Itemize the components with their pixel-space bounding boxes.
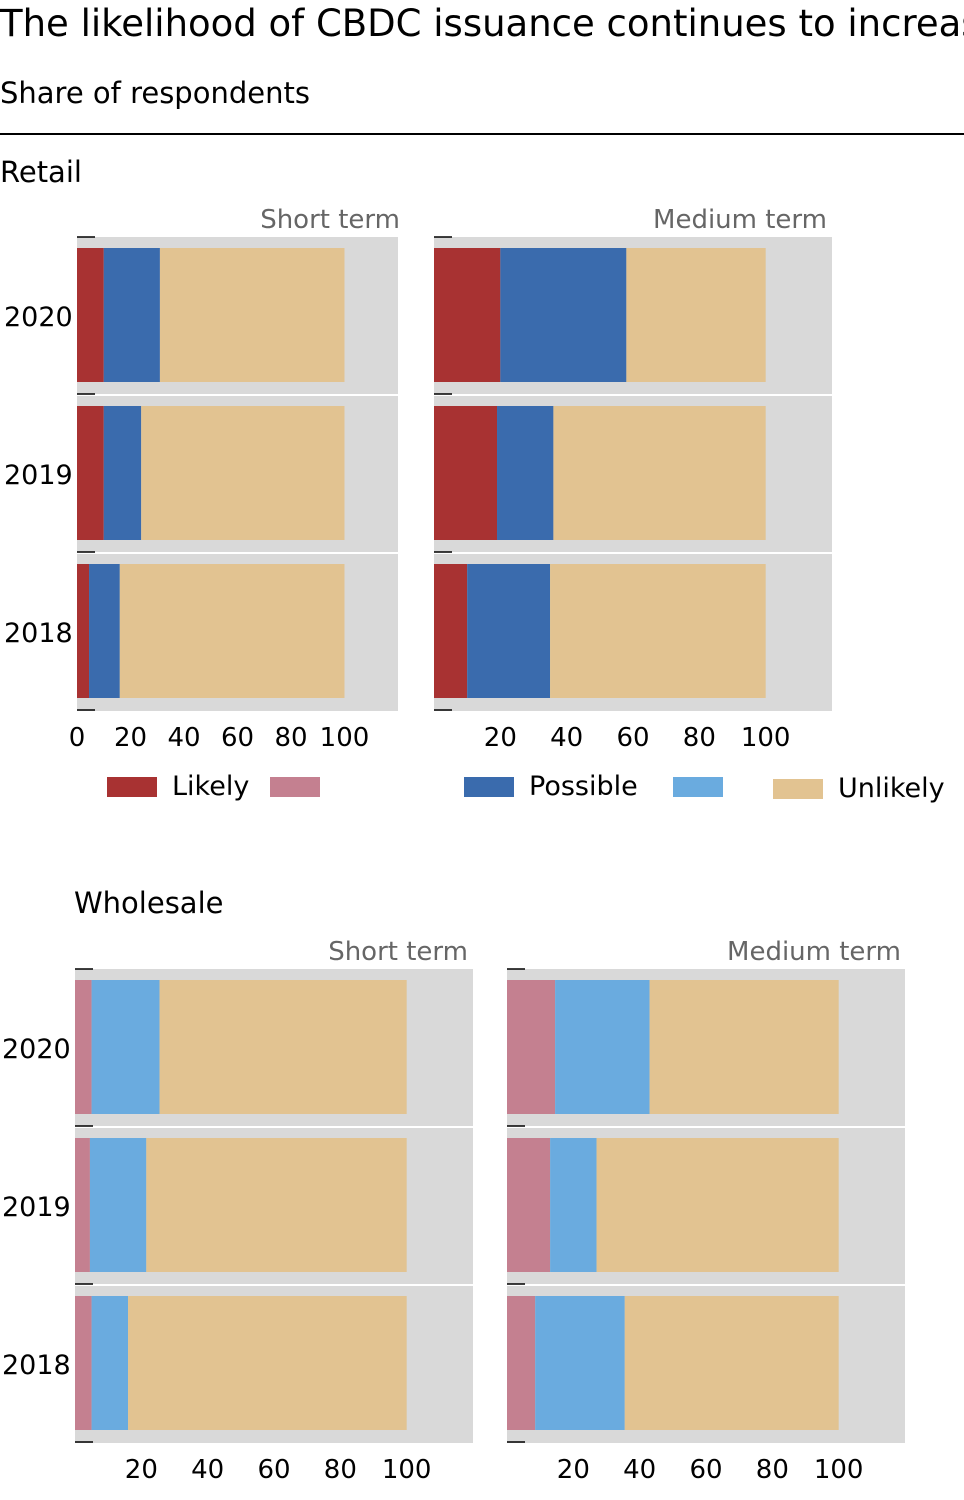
chart-title: The likelihood of CBDC issuance continue… [0,2,964,45]
bar-segment [500,248,627,382]
bar-segment [77,564,90,698]
bar-segment [103,406,142,540]
bar-segment [77,406,104,540]
x-tick-label: 60 [221,723,254,753]
bar-segment [649,980,839,1114]
x-tick-label: 40 [550,723,583,753]
bar-segment [626,248,766,382]
x-tick-label: 80 [324,1455,357,1485]
bar-segment [553,406,766,540]
bar-segment [141,406,345,540]
bar-segment [128,1296,407,1430]
section-label-retail: Retail [0,155,82,189]
y-tick-label: 2020 [2,1034,71,1065]
x-tick-label: 40 [167,723,200,753]
bar-segment [434,248,501,382]
bar-segment [596,1138,839,1272]
x-tick-label: 100 [741,723,791,753]
bar-segment [75,1138,90,1272]
bar-segment [507,980,556,1114]
bar-segment [103,248,160,382]
x-tick-label: 80 [683,723,716,753]
x-tick-label: 20 [557,1455,590,1485]
x-tick-label: 0 [69,723,86,753]
x-tick-label: 60 [257,1455,290,1485]
bar-segment [89,1138,147,1272]
panel-title: Short term [260,205,400,235]
legend-swatch-wholesale-possible [673,777,723,797]
legend-swatch-likely [107,777,157,797]
bar-segment [624,1296,839,1430]
bar-segment [91,1296,129,1430]
legend-swatch-possible [464,777,514,797]
bar-segment [119,564,345,698]
x-tick-label: 60 [616,723,649,753]
bar-segment [434,406,498,540]
bar-segment [89,564,120,698]
bar-segment [159,248,345,382]
section-label-wholesale: Wholesale [74,886,224,920]
legend-label-likely: Likely [172,771,250,802]
bar-segment [555,980,650,1114]
panel-title: Medium term [653,205,827,235]
x-tick-label: 40 [623,1455,656,1485]
bar-segment [550,1138,597,1272]
bar-segment [146,1138,407,1272]
bar-segment [159,980,407,1114]
bar-segment [507,1138,551,1272]
bar-segment [497,406,554,540]
legend-swatch-unlikely [773,779,823,799]
x-tick-label: 100 [814,1455,864,1485]
x-tick-label: 100 [320,723,370,753]
bar-segment [550,564,766,698]
x-tick-label: 20 [125,1455,158,1485]
bar-segment [91,980,160,1114]
x-tick-label: 40 [191,1455,224,1485]
x-tick-label: 20 [484,723,517,753]
x-tick-label: 80 [274,723,307,753]
panel-title: Short term [328,937,468,967]
bar-segment [535,1296,625,1430]
y-tick-label: 2019 [4,460,73,491]
legend-label-possible: Possible [529,771,638,802]
legend-swatch-wholesale-likely [270,777,320,797]
bar-segment [77,248,104,382]
y-tick-label: 2018 [2,1350,71,1381]
y-tick-label: 2018 [4,618,73,649]
panel-title: Medium term [727,937,901,967]
x-tick-label: 60 [689,1455,722,1485]
bar-segment [467,564,551,698]
y-tick-label: 2019 [2,1192,71,1223]
title-divider [0,133,964,135]
x-tick-label: 80 [756,1455,789,1485]
y-tick-label: 2020 [4,302,73,333]
bar-segment [434,564,468,698]
legend-label-unlikely: Unlikely [838,773,945,804]
bar-segment [507,1296,536,1430]
bar-segment [75,1296,92,1430]
x-tick-label: 100 [382,1455,432,1485]
x-tick-label: 20 [114,723,147,753]
chart-subtitle: Share of respondents [0,76,310,110]
bar-segment [75,980,92,1114]
